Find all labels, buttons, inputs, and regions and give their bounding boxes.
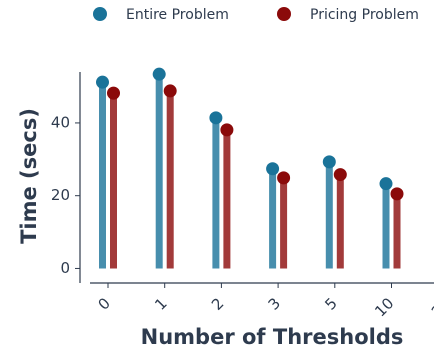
dot [163,84,177,98]
x-tick-label: 1 [151,294,170,313]
x-tick-label: 20 [428,294,434,320]
x-tick-label: 3 [265,294,284,313]
dot [322,155,336,169]
y-tick-label: 20 [51,186,70,204]
y-axis-label: Time (secs) [17,108,41,244]
legend-marker [277,7,291,21]
dot [277,171,291,185]
legend-label: Pricing Problem [310,7,419,23]
dot [333,168,347,182]
x-tick-label: 10 [371,294,397,320]
dot [379,177,393,191]
x-tick-label: 0 [95,294,114,313]
legend-marker [93,7,107,21]
dot [390,187,404,201]
legend-label: Entire Problem [126,7,229,23]
dot [107,86,120,100]
dot [209,111,223,125]
x-tick-label: 2 [208,294,227,313]
x-tick-label: 5 [321,294,340,313]
y-tick-label: 40 [51,113,70,131]
dot [220,123,234,137]
y-tick-label: 0 [60,259,70,277]
dot [152,67,166,81]
x-axis-label: Number of Thresholds [141,325,404,349]
dot [96,75,109,89]
dot [266,162,280,176]
